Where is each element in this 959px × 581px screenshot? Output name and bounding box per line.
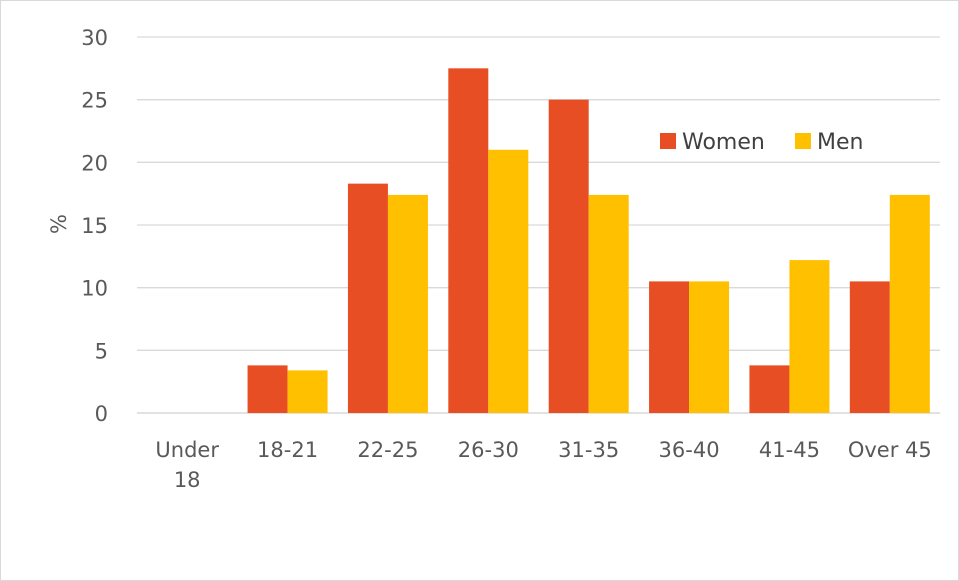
legend-label-men: Men <box>817 130 863 155</box>
y-tick-label: 15 <box>81 214 108 238</box>
x-tick-label: 36-40 <box>659 438 720 462</box>
x-tick-label: 18-21 <box>257 438 318 462</box>
y-tick-label: 25 <box>81 89 108 113</box>
bar-men <box>488 149 529 414</box>
x-tick-label: 41-45 <box>759 438 820 462</box>
bar-women <box>749 365 790 413</box>
bar-men <box>588 194 629 413</box>
y-axis-label: % <box>47 214 71 234</box>
bar-women <box>548 99 589 414</box>
bar-women <box>448 68 489 413</box>
y-tick-label: 30 <box>81 26 108 50</box>
y-tick-label: 10 <box>81 277 108 301</box>
y-tick-label: 5 <box>95 339 108 363</box>
x-tick-label: 26-30 <box>458 438 519 462</box>
bar-women <box>849 281 890 413</box>
x-tick-label: Under 18 <box>155 438 219 492</box>
bars <box>247 68 930 414</box>
legend: Women Men <box>660 130 863 155</box>
bar-men <box>889 194 930 413</box>
bar-women <box>247 365 288 413</box>
y-tick-label: 0 <box>95 402 108 426</box>
legend-swatch-women <box>660 133 676 149</box>
bar-men <box>387 194 428 413</box>
bar-men <box>287 370 328 413</box>
legend-swatch-men <box>795 133 811 149</box>
x-tick-label: 22-25 <box>357 438 418 462</box>
x-tick-label: Over 45 <box>848 438 932 462</box>
x-tick-label: 31-35 <box>558 438 619 462</box>
y-axis-ticks: 0 5 10 15 20 25 30 <box>81 26 108 426</box>
x-axis-ticks: Under 18 18-21 22-25 26-30 31-35 36-40 41-45 Ove… <box>155 438 931 492</box>
y-tick-label: 20 <box>81 151 108 175</box>
bar-women <box>649 281 690 413</box>
bar-men <box>789 260 830 413</box>
legend-label-women: Women <box>682 130 765 155</box>
bar-men <box>689 281 730 413</box>
bar-women <box>347 183 388 413</box>
